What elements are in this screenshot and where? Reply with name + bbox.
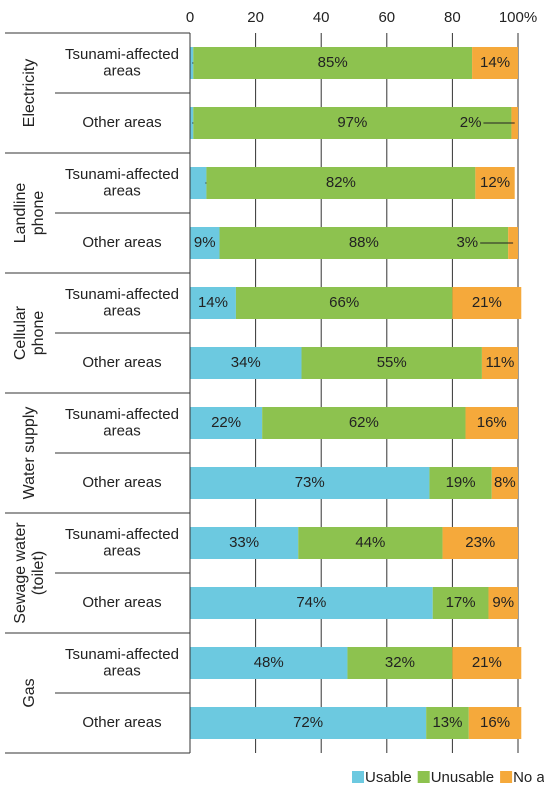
category-label: Tsunami-affected areas xyxy=(65,646,179,680)
bar-segment xyxy=(190,107,194,139)
value-label: 72% xyxy=(293,714,323,731)
bar-segment xyxy=(219,227,509,259)
value-label: 48% xyxy=(254,654,284,671)
category-label: Other areas xyxy=(82,714,161,731)
bar-segment xyxy=(235,287,453,319)
value-label: 9% xyxy=(492,594,514,611)
value-label: 21% xyxy=(472,654,502,671)
value-label: 16% xyxy=(477,414,507,431)
value-label: 11% xyxy=(485,354,514,371)
x-tick-label: 80 xyxy=(444,9,461,26)
bar-segment xyxy=(472,47,518,79)
value-label: 85% xyxy=(318,54,348,71)
bar-segment xyxy=(206,167,476,199)
bar-segment xyxy=(190,287,236,319)
bar-segment xyxy=(190,167,207,199)
group-label: Sewage water(toilet) xyxy=(12,522,47,624)
bar-segment xyxy=(481,347,518,379)
group-label: Gas xyxy=(21,678,38,707)
bar-segment xyxy=(468,707,522,739)
category-label: Other areas xyxy=(82,114,161,131)
value-label: 16% xyxy=(480,714,510,731)
bar-segment xyxy=(190,227,220,259)
value-label: 74% xyxy=(296,594,326,611)
bar-segment xyxy=(190,347,302,379)
value-label: 73% xyxy=(295,474,325,491)
category-label: Tsunami-affected areas xyxy=(65,46,179,80)
group-label: Electricity xyxy=(21,59,38,127)
bar-segment xyxy=(426,707,469,739)
value-label: 33% xyxy=(229,534,259,551)
value-label: 97% xyxy=(337,114,367,131)
value-label: 22% xyxy=(211,414,241,431)
value-label: 3% xyxy=(456,234,478,251)
category-label: Other areas xyxy=(82,354,161,371)
value-label: 12% xyxy=(480,174,510,191)
bar-segment xyxy=(193,107,512,139)
value-label: 34% xyxy=(231,354,261,371)
bar-segment xyxy=(491,467,518,499)
value-label: 17% xyxy=(446,594,476,611)
value-label: 44% xyxy=(355,534,385,551)
category-label: Tsunami-affected areas xyxy=(65,166,179,200)
category-label: Other areas xyxy=(82,234,161,251)
category-label: Tsunami-affected areas xyxy=(65,526,179,560)
value-label: 88% xyxy=(349,234,379,251)
bar-segment xyxy=(347,647,453,679)
bar-segment xyxy=(190,467,430,499)
value-label: 14% xyxy=(480,54,510,71)
legend-label: Usable xyxy=(365,769,412,786)
x-tick-label: 100% xyxy=(499,9,537,26)
group-label: Water supply xyxy=(21,407,38,500)
category-label: Tsunami-affected areas xyxy=(65,406,179,440)
bar-segment xyxy=(262,407,466,439)
value-label: 32% xyxy=(385,654,415,671)
value-label: 19% xyxy=(446,474,476,491)
legend-swatch xyxy=(352,771,364,783)
value-label: 2% xyxy=(460,114,482,131)
group-label: Landlinephone xyxy=(12,183,47,244)
bar-segment xyxy=(442,527,518,559)
bar-segment xyxy=(465,407,518,439)
value-label: 14% xyxy=(198,294,228,311)
value-label: 55% xyxy=(377,354,407,371)
group-label: Cellularphone xyxy=(12,305,47,360)
bar-segment xyxy=(432,587,489,619)
value-label: 21% xyxy=(472,294,502,311)
bar-segment xyxy=(452,647,522,679)
legend-label: Unusable xyxy=(431,769,494,786)
value-label: 82% xyxy=(326,174,356,191)
bar-segment xyxy=(190,707,427,739)
bar-segment xyxy=(429,467,492,499)
bar-segment xyxy=(301,347,482,379)
bar-segment xyxy=(190,647,348,679)
bar-segment xyxy=(452,287,522,319)
bar-segment xyxy=(190,47,194,79)
bar-segment xyxy=(190,527,299,559)
category-label: Other areas xyxy=(82,594,161,611)
value-label: 8% xyxy=(494,474,516,491)
x-tick-label: 60 xyxy=(378,9,395,26)
bar-segment xyxy=(190,587,433,619)
value-label: 66% xyxy=(329,294,359,311)
x-tick-label: 40 xyxy=(313,9,330,26)
x-tick-label: 20 xyxy=(247,9,264,26)
value-label: 9% xyxy=(194,234,216,251)
legend-label: No answer xyxy=(513,769,544,786)
bar-segment xyxy=(190,407,263,439)
bar-segment xyxy=(298,527,443,559)
bar-segment xyxy=(193,47,473,79)
value-label: 23% xyxy=(465,534,495,551)
value-label: 13% xyxy=(432,714,462,731)
legend-swatch xyxy=(500,771,513,783)
x-tick-label: 0 xyxy=(186,9,194,26)
bar-segment xyxy=(475,167,515,199)
value-label: 62% xyxy=(349,414,379,431)
legend-swatch xyxy=(417,771,430,783)
category-label: Tsunami-affected areas xyxy=(65,286,179,320)
category-label: Other areas xyxy=(82,474,161,491)
bar-segment xyxy=(488,587,518,619)
